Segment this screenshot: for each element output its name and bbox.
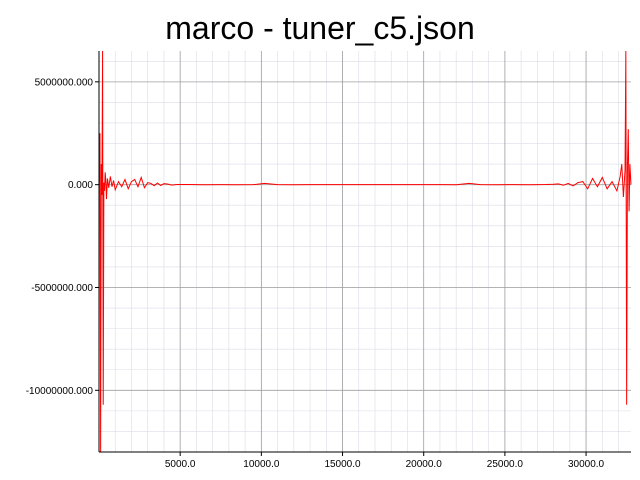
series-line-0 — [98, 50, 632, 453]
y-tick-label: -5000000.000 — [31, 283, 93, 294]
plot-area — [99, 51, 631, 452]
x-tick-label: 15000.0 — [324, 459, 361, 470]
y-tick-label: 5000000.000 — [35, 77, 94, 88]
y-tick-label: 0.000 — [68, 180, 93, 191]
x-tick-label: 30000.0 — [568, 459, 605, 470]
chart-title: marco - tuner_c5.json — [165, 10, 475, 46]
series-layer — [98, 50, 632, 453]
axes — [98, 51, 631, 453]
y-axis-ticks: 5000000.000 0.000 -5000000.000 -10000000.00… — [26, 77, 99, 397]
x-tick-label: 5000.0 — [165, 459, 196, 470]
y-tick-label: -10000000.000 — [26, 386, 94, 397]
x-tick-label: 20000.0 — [406, 459, 443, 470]
x-axis-ticks: 5000.0 10000.0 15000.0 20000.0 25000.0 30000.… — [165, 452, 605, 470]
x-tick-label: 10000.0 — [243, 459, 280, 470]
x-tick-label: 25000.0 — [487, 459, 524, 470]
